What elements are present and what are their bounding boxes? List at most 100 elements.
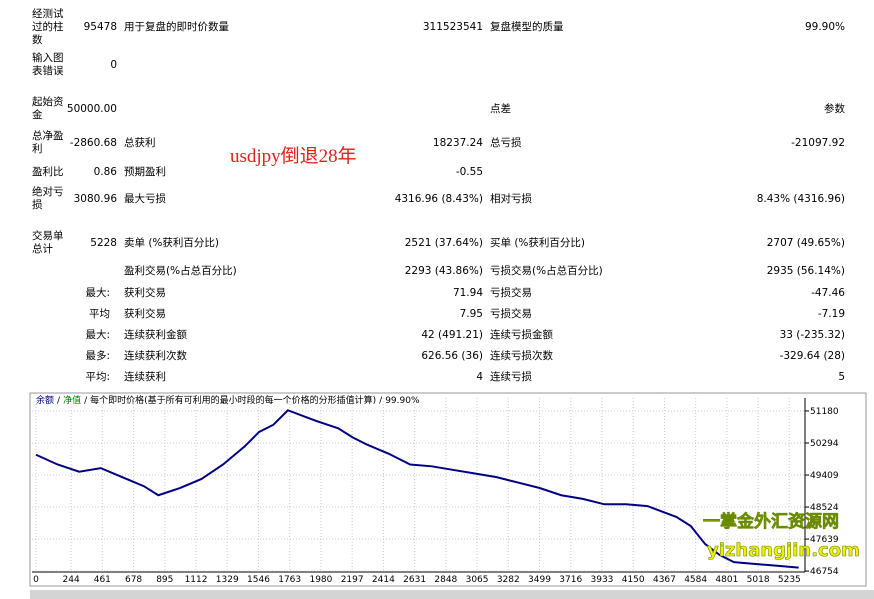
value: 5 [838,371,845,383]
label: 预期盈利 [124,166,166,178]
label: 获利交易 [124,287,166,299]
label: 最大亏损 [124,192,166,205]
label: 卖单 (%获利百分比) [124,236,220,249]
x-tick-label: 3499 [528,575,551,585]
value: -0.55 [455,166,483,178]
x-tick-label: 461 [94,575,111,585]
chart-frame [29,392,867,587]
y-tick-label: 51180 [810,407,839,417]
row-label: 最多: [85,350,110,362]
value: -21097.92 [791,136,845,149]
x-tick-label: 244 [63,575,80,585]
separator: / [84,396,88,406]
row-label: 起始资金 [32,96,64,121]
value: 18237.24 [432,136,483,149]
legend-text: 99.90% [385,396,420,406]
row-label: 交易单总计 [32,230,64,255]
x-tick-label: 4801 [715,575,738,585]
label: 亏损交易(%占总百分比) [490,265,603,277]
separator: / [57,396,61,406]
row-value: 0.86 [93,166,117,178]
y-tick-label: 49409 [810,471,839,481]
x-tick-label: 5018 [747,575,770,585]
label: 盈利交易(%占总百分比) [124,265,237,277]
x-tick-label: 3065 [466,575,489,585]
row-value: 50000.00 [66,102,117,115]
value: 311523541 [422,21,483,33]
x-tick-label: 2197 [341,575,364,585]
value: 8.43% (4316.96) [756,192,845,205]
value: 7.95 [459,308,483,320]
label: 连续获利次数 [124,350,187,362]
y-tick-label: 50294 [810,439,839,449]
annotation: usdjpy倒退28年 [230,146,357,167]
legend-text: 每个即时价格(基于所有可利用的最小时段的每一个价格的分形插值计算) [90,394,376,406]
watermark-title: 一掌金外汇资源网 [703,512,840,533]
value: -47.46 [811,287,845,299]
value: 626.56 (36) [421,350,483,362]
label: 连续获利 [124,371,166,383]
x-tick-label: 895 [156,575,173,585]
label: 总亏损 [490,136,522,149]
value: 33 (-235.32) [779,329,845,341]
value: 参数 [824,102,845,115]
row-label: 盈利比 [32,166,64,178]
value: 42 (491.21) [421,329,483,341]
value: -329.64 (28) [779,350,845,362]
label: 相对亏损 [490,192,532,205]
value: 99.90% [804,21,845,33]
x-tick-label: 0 [33,575,39,585]
row-label: 输入图表错误 [32,52,64,77]
value: 2293 (43.86%) [404,265,483,277]
row-label: 最大: [85,287,110,299]
row-label: 平均: [85,371,110,383]
x-tick-label: 2848 [434,575,457,585]
x-tick-label: 678 [125,575,142,585]
x-tick-label: 1112 [185,575,208,585]
x-tick-label: 1763 [278,575,301,585]
label: 获利交易 [124,308,166,320]
legend-text: 净值 [63,394,81,406]
value: 2935 (56.14%) [766,265,845,277]
tab-strip [30,590,874,599]
x-tick-label: 3933 [591,575,614,585]
label: 连续获利金额 [124,329,187,341]
row-value: 3080.96 [73,192,117,205]
label: 用于复盘的即时价数量 [124,21,229,33]
row-label: 最大: [85,329,110,341]
x-tick-label: 1980 [309,575,332,585]
row-label: 总净盈利 [32,130,64,155]
value: 2521 (37.64%) [404,236,483,249]
label: 复盘模型的质量 [490,21,564,33]
label: 连续亏损 [490,371,532,383]
y-tick-label: 48524 [810,503,839,513]
row-label: 绝对亏损 [32,186,64,211]
label: 亏损交易 [490,308,532,320]
x-tick-label: 2631 [403,575,426,585]
row-label: 平均 [89,308,110,320]
row-value: 95478 [83,21,117,33]
x-tick-label: 2414 [372,575,395,585]
value: -7.19 [817,308,845,320]
x-tick-label: 1329 [216,575,239,585]
row-value: -2860.68 [69,136,117,149]
x-tick-label: 4584 [684,575,707,585]
separator: / [379,396,383,406]
value: 71.94 [452,287,483,299]
label: 总获利 [124,136,156,149]
row-value: 0 [110,58,117,71]
watermark-url: yizhangjin.com [707,540,860,562]
label: 连续亏损次数 [490,350,553,362]
x-tick-label: 4367 [653,575,676,585]
value: 4 [476,371,483,383]
x-tick-label: 3282 [497,575,520,585]
x-tick-label: 3716 [559,575,582,585]
y-tick-label: 47639 [810,535,839,545]
value: 2707 (49.65%) [766,236,845,249]
x-tick-label: 4150 [622,575,645,585]
y-tick-label: 46754 [810,567,839,577]
label: 亏损交易 [490,287,532,299]
value: 4316.96 (8.43%) [394,192,483,205]
x-tick-label: 5235 [778,575,801,585]
